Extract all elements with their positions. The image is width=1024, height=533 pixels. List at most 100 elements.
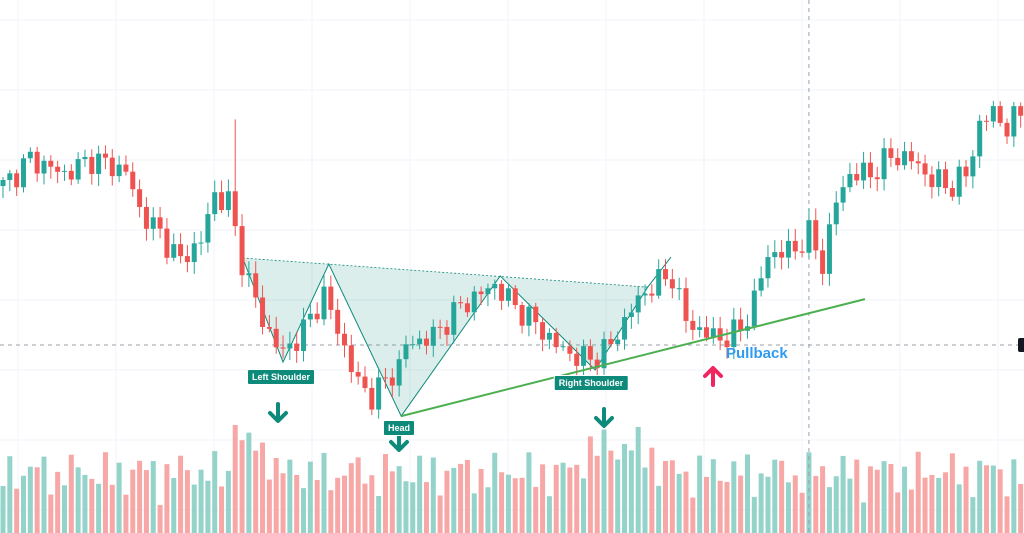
volume-bar (867, 466, 873, 533)
candle-body (854, 174, 860, 181)
candle-body (820, 250, 826, 274)
neckline (400, 298, 866, 418)
candle-body (779, 252, 785, 258)
volume-bar (471, 493, 477, 533)
candle-body (61, 170, 67, 172)
volume-bar (908, 489, 914, 533)
volume-bar (628, 450, 634, 533)
candle-body (956, 166, 962, 197)
volume-bar (820, 466, 826, 533)
volume-bar (34, 467, 40, 533)
pullback-label: Pullback (726, 345, 788, 362)
candle-body (642, 293, 648, 296)
volume-bar (785, 482, 791, 533)
volume-bar (314, 480, 320, 533)
volume-bar (574, 464, 580, 533)
candle-body (984, 120, 990, 122)
candle-body (253, 273, 259, 298)
volume-bar (130, 469, 136, 533)
left-shoulder-label: Left Shoulder (247, 369, 315, 385)
candle-body (567, 346, 573, 354)
candle-body (731, 319, 737, 348)
volume-bar (301, 488, 307, 533)
candle-body (260, 297, 266, 327)
volume-bar (157, 505, 163, 533)
candle-body (48, 160, 54, 167)
candle-body (587, 346, 593, 360)
volume-bar (232, 425, 238, 533)
volume-bar (48, 494, 54, 533)
candle-body (34, 151, 40, 174)
volume-bar (840, 455, 846, 533)
volume-bar (61, 485, 67, 533)
pattern-fill (242, 258, 648, 417)
volume-bar (212, 451, 218, 533)
volume-bar (376, 495, 382, 533)
candle-body (410, 344, 416, 346)
volume-bar (499, 472, 505, 533)
candle-body (485, 288, 491, 295)
volume-bar (765, 476, 771, 533)
candle-body (908, 151, 914, 162)
volume-bar (219, 486, 225, 533)
candle-body (943, 169, 949, 189)
volume-bar (601, 429, 607, 533)
candle-body (833, 202, 839, 225)
volume-bar (963, 466, 969, 533)
volume-bar (55, 471, 61, 533)
candle-body (505, 288, 511, 301)
candle-body (990, 106, 996, 122)
candle-body (382, 377, 388, 379)
volume-bar (669, 460, 675, 533)
candle-body (874, 177, 880, 180)
volume-bar (526, 452, 532, 533)
volume-bar (703, 476, 709, 533)
volume-bar (348, 463, 354, 533)
volume-bar (184, 470, 190, 533)
candle-body (41, 160, 47, 174)
volume-bar (389, 471, 395, 533)
candle-body (184, 256, 190, 263)
volume-bar (198, 469, 204, 533)
candle-body (840, 187, 846, 203)
volume-bar (984, 465, 990, 533)
volume-bar (287, 459, 293, 533)
volume-bar (656, 485, 662, 533)
volume-bar (943, 472, 949, 533)
candle-body (75, 159, 81, 180)
volume-bar (990, 465, 996, 533)
volume-bar (779, 460, 785, 533)
candle-body (799, 251, 805, 253)
candle-body (171, 244, 177, 258)
volume-bar (1018, 484, 1024, 533)
volume-bar (20, 475, 26, 533)
candle-body (212, 192, 218, 215)
candle-body (219, 192, 225, 211)
volume-bar (888, 463, 894, 533)
candle-body (273, 328, 279, 348)
candle-body (492, 283, 498, 289)
volume-bar (423, 482, 429, 533)
volume-bar (615, 459, 621, 533)
volume-bar (82, 474, 88, 533)
candle-body (342, 333, 347, 346)
candle-body (437, 326, 443, 328)
volume-bar (1004, 496, 1010, 533)
volume-bar (225, 470, 231, 533)
volume-bar (731, 461, 737, 533)
volume-bar (1011, 459, 1017, 533)
volume-bar (970, 497, 976, 533)
candle-body (1011, 106, 1017, 137)
volume-bar (342, 475, 347, 533)
candle-body (574, 353, 580, 366)
volume-bar (266, 479, 272, 533)
candle-body (628, 312, 634, 317)
volume-bar (949, 453, 955, 533)
volume-bar (403, 481, 409, 533)
candle-body (717, 328, 723, 341)
volume-bar (861, 502, 867, 533)
volume-bar (560, 462, 566, 533)
volume-bar (178, 455, 184, 533)
candle-body (348, 345, 354, 373)
